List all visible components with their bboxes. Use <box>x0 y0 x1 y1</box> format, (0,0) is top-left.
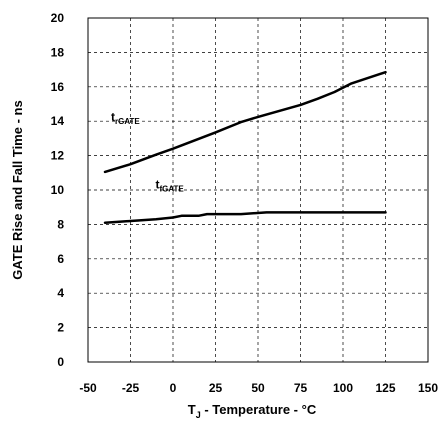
x-tick-label: 25 <box>209 381 223 395</box>
x-tick-label: 125 <box>375 381 395 395</box>
series-line-1 <box>103 211 387 224</box>
y-axis-title: GATE Rise and Fall Time - ns <box>10 100 25 279</box>
series-label-1-sub: fGATE <box>159 184 184 193</box>
grid-lines <box>88 18 428 362</box>
x-tick-label: 50 <box>251 381 265 395</box>
x-tick-label: 150 <box>418 381 438 395</box>
plot-area <box>87 17 429 363</box>
y-tick-label: 14 <box>51 114 65 128</box>
series-label-1: tfGATE <box>155 177 184 193</box>
series-label-0-main: t <box>111 110 115 124</box>
x-axis-title-main: T <box>188 402 196 417</box>
series-label-0-sub: rGATE <box>115 117 140 126</box>
x-axis-title-rest: - Temperature - °C <box>201 402 317 417</box>
y-tick-label: 12 <box>51 149 65 163</box>
y-tick-label: 4 <box>57 286 64 300</box>
y-tick-label: 2 <box>57 321 64 335</box>
series-line-0 <box>103 70 387 174</box>
series-label-1-main: t <box>155 177 159 191</box>
x-tick-label: -50 <box>79 381 97 395</box>
x-tick-label: 0 <box>170 381 177 395</box>
y-tick-label: 0 <box>57 355 64 369</box>
series-lines <box>103 70 387 224</box>
y-tick-label: 18 <box>51 45 65 59</box>
y-tick-label: 6 <box>57 252 64 266</box>
tick-labels: -50 -25 0 25 50 75 100 125 150 0 2 4 6 8 10 12 14 16 18 20 <box>51 11 439 395</box>
y-tick-label: 8 <box>57 217 64 231</box>
y-tick-label: 10 <box>51 183 65 197</box>
x-tick-label: -25 <box>122 381 140 395</box>
x-tick-label: 75 <box>294 381 308 395</box>
series-label-0: trGATE <box>111 110 140 126</box>
y-tick-label: 16 <box>51 80 65 94</box>
x-tick-label: 100 <box>333 381 353 395</box>
x-axis-title: TJ - Temperature - °C <box>188 402 317 420</box>
y-tick-label: 20 <box>51 11 65 25</box>
x-axis-title-sub: J <box>196 410 201 420</box>
